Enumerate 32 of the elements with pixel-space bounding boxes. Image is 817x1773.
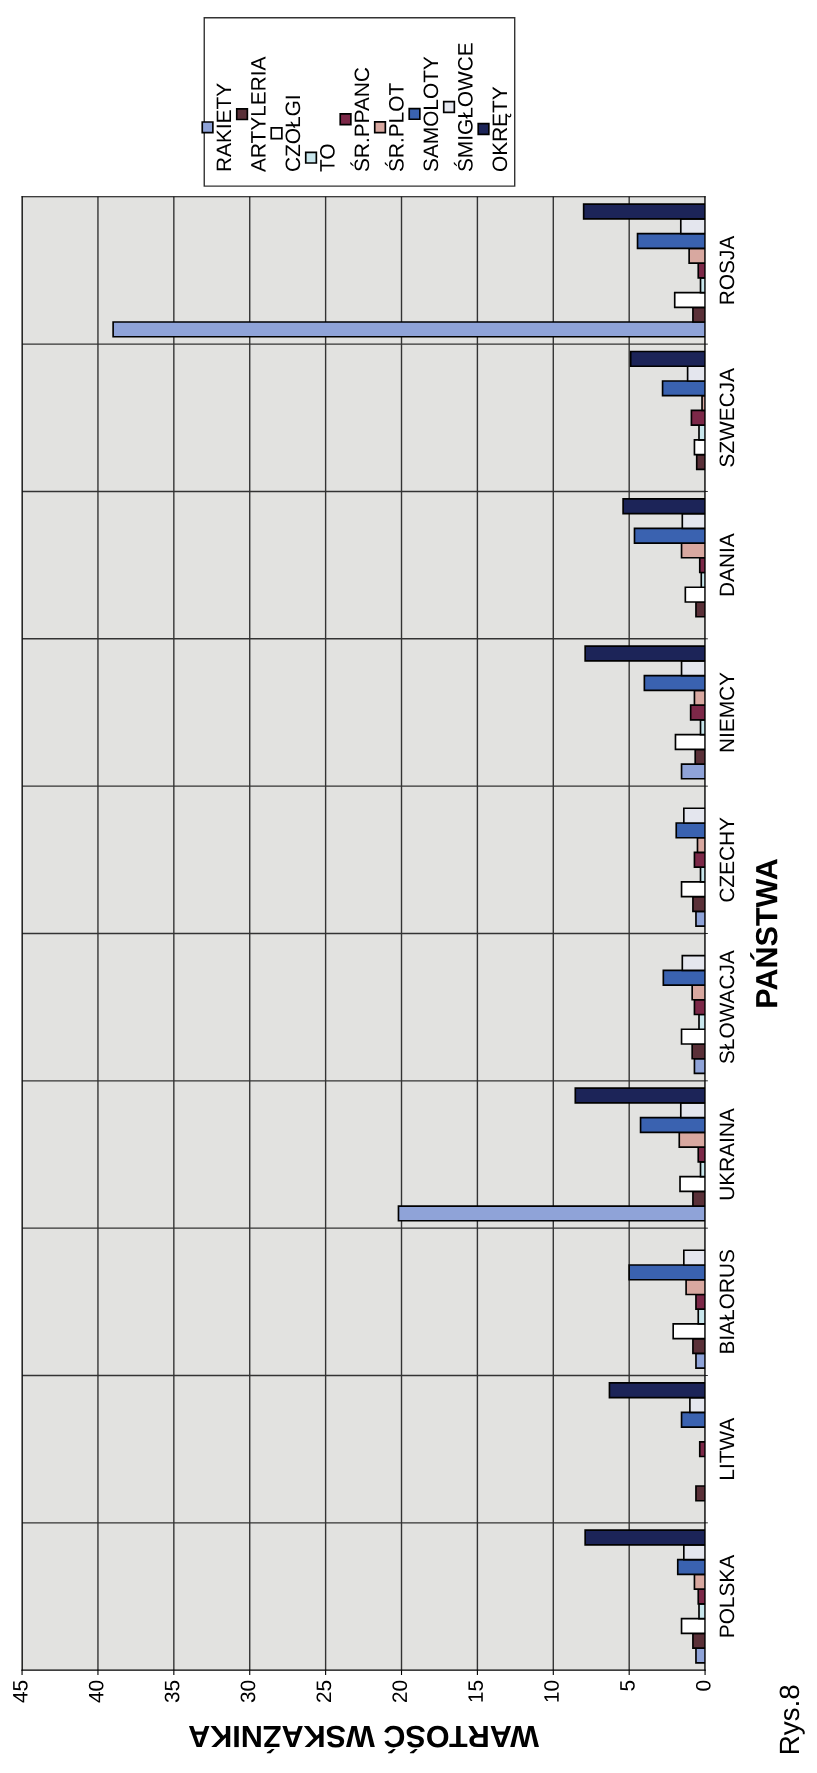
x-tick-label: 5 — [620, 1680, 635, 1691]
legend-label: RAKIETY — [216, 83, 232, 171]
y-tick-label: ROSJA — [719, 235, 735, 304]
x-axis-title: WARTOŚĆ WSKAŹNIKA — [188, 1725, 539, 1754]
legend-label: SAMOLOTY — [423, 56, 439, 172]
x-tick-label: 25 — [316, 1680, 332, 1703]
x-tick-label: 45 — [13, 1680, 28, 1703]
x-tick-label: 40 — [88, 1680, 104, 1703]
x-tick-label: 15 — [468, 1680, 483, 1702]
y-axis-title: PAŃSTWA — [750, 859, 778, 1007]
x-tick-label: 0 — [695, 1680, 711, 1691]
x-tick-label: 35 — [164, 1680, 180, 1703]
legend-label: ŚMIGŁOWCE — [453, 43, 473, 172]
x-tick-label: 20 — [392, 1680, 408, 1703]
y-tick-label: BIAŁORUS — [719, 1250, 735, 1353]
y-tick-label: UKRAINA — [719, 1108, 735, 1200]
legend-label: TO — [319, 144, 335, 172]
text: Rys.8 — [779, 1685, 805, 1753]
legend-label: OKRĘTY — [492, 86, 512, 171]
y-tick-label: DANIA — [719, 533, 735, 596]
legend-label: CZOŁGI — [285, 96, 301, 171]
y-tick-label: NIEMCY — [719, 672, 735, 752]
legend-label: ŚR.PPANC — [350, 67, 370, 172]
legend-label: ARTYLERIA — [251, 56, 266, 172]
legend-label: ŚR.PLOT — [384, 83, 404, 172]
y-tick-label: SZWECJA — [719, 368, 735, 467]
x-tick-label: 10 — [544, 1680, 559, 1702]
y-tick-label: CZECHY — [719, 817, 735, 902]
y-tick-label: SŁOWACJA — [719, 950, 735, 1064]
y-tick-label: POLSKA — [719, 1554, 735, 1637]
x-tick-label: 30 — [240, 1680, 256, 1703]
y-tick-label: LITWA — [719, 1417, 735, 1479]
